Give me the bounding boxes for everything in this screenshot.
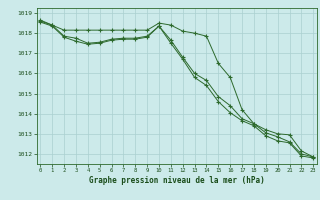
X-axis label: Graphe pression niveau de la mer (hPa): Graphe pression niveau de la mer (hPa) bbox=[89, 176, 265, 185]
